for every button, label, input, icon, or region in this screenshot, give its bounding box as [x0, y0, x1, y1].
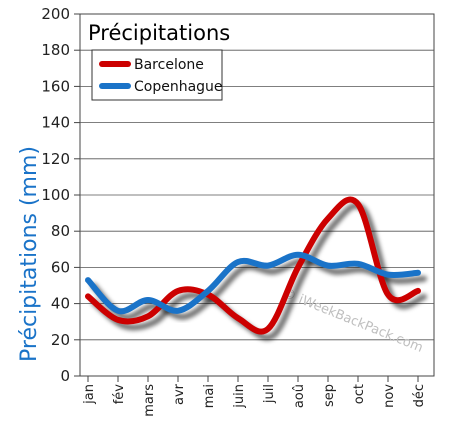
series-shadow-barcelone: [91, 202, 427, 341]
x-tick-label: sep: [322, 384, 337, 407]
y-tick-label: 140: [41, 114, 70, 132]
x-tick-label: mars: [142, 384, 157, 417]
x-tick-label: déc: [412, 384, 427, 407]
series-shadow-copenhague: [91, 257, 427, 321]
legend-label: Copenhague: [134, 79, 223, 95]
x-tick-label: aoû: [292, 384, 307, 408]
x-tick-label: avr: [172, 383, 187, 405]
y-tick-label: 180: [41, 41, 70, 59]
chart-title: Précipitations: [88, 21, 230, 45]
series-lines: [85, 196, 427, 341]
x-axis-ticks: jan fév mars avr mai juin juil aoû sep oct nov déc: [82, 376, 427, 417]
x-tick-label: juin: [232, 384, 247, 409]
y-tick-label: 200: [41, 5, 70, 23]
series-shadows: [91, 202, 427, 341]
y-tick-label: 80: [51, 222, 70, 240]
x-tick-label: juil: [262, 384, 277, 404]
series-line-copenhague: [85, 251, 421, 315]
x-tick-label: mai: [202, 384, 217, 408]
x-tick-label: oct: [352, 384, 367, 404]
y-tick-label: 40: [51, 295, 70, 313]
series-line-barcelone: [85, 196, 421, 335]
x-tick-label: jan: [82, 384, 97, 405]
y-tick-label: 100: [41, 186, 70, 204]
x-tick-label: fév: [112, 384, 127, 405]
y-tick-label: 60: [51, 258, 70, 276]
legend: Barcelone Copenhague: [91, 49, 223, 101]
y-tick-label: 0: [60, 367, 70, 385]
y-tick-label: 20: [51, 331, 70, 349]
y-tick-label: 120: [41, 150, 70, 168]
y-axis-label: Précipitations (mm): [17, 146, 42, 362]
y-axis-ticks: 0 20 40 60 80 100 120 140 160 180 200: [41, 5, 80, 385]
title-box: [84, 17, 236, 47]
x-tick-label: nov: [382, 384, 397, 408]
y-tick-label: 160: [41, 77, 70, 95]
series-strokes: [85, 196, 421, 335]
legend-label: Barcelone: [134, 57, 204, 73]
legend-box: [91, 49, 223, 101]
